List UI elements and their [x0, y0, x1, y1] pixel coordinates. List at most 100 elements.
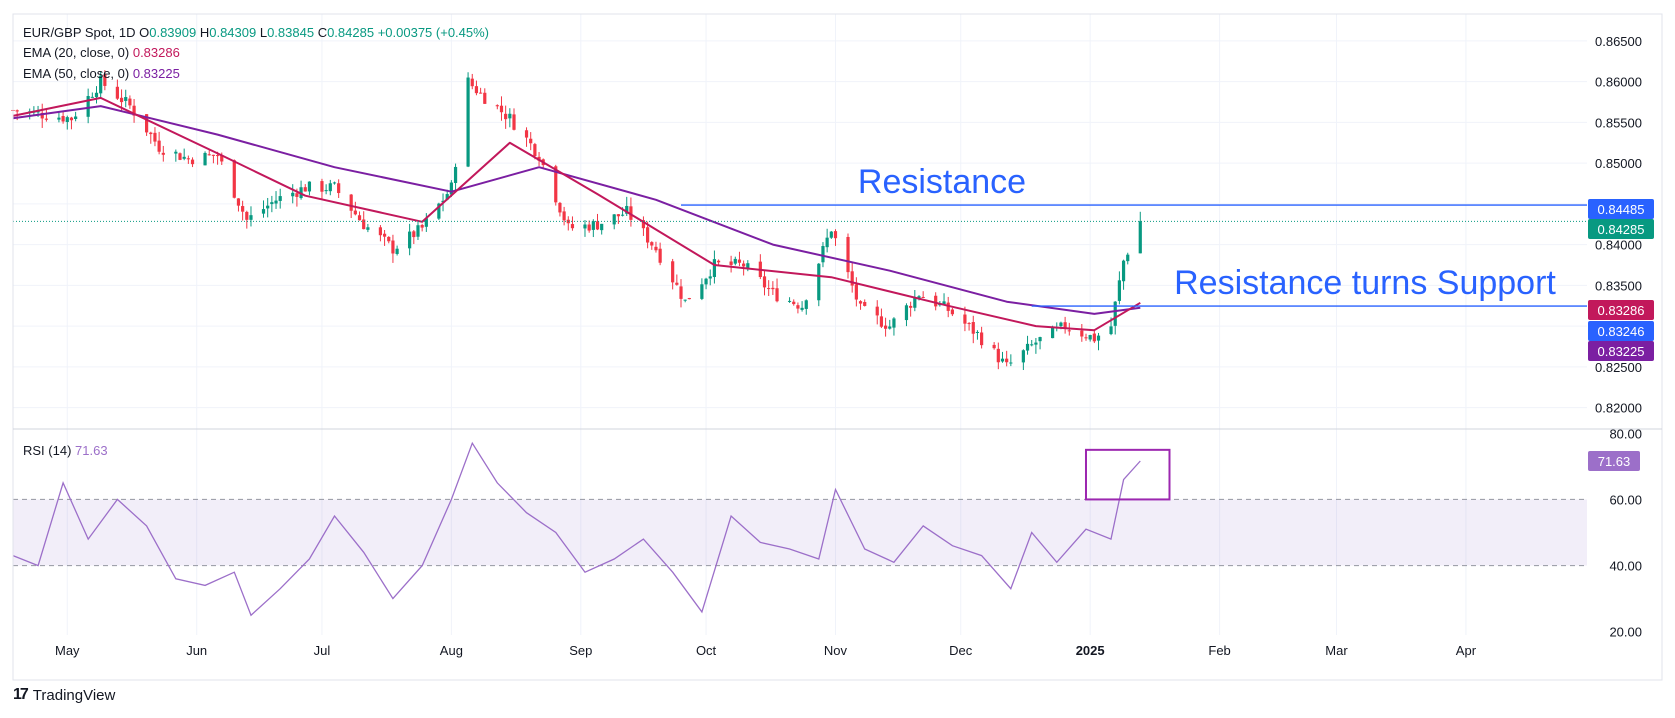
candle-body: [1059, 322, 1063, 327]
candle-body: [1113, 301, 1117, 326]
candle-body: [934, 295, 938, 307]
candle-body: [1096, 335, 1101, 341]
candle-body: [733, 258, 737, 264]
candle-body: [846, 236, 850, 273]
ema20-line: [12, 96, 1141, 332]
candle-body: [241, 206, 245, 212]
candle-body: [495, 105, 499, 107]
candle-body: [441, 200, 445, 203]
candle-body: [1009, 362, 1013, 364]
candle-body: [587, 224, 591, 231]
candle-body: [466, 77, 470, 167]
x-tick-label: Sep: [569, 643, 592, 658]
candle-body: [220, 155, 224, 162]
annotation-label: Resistance: [858, 163, 1026, 201]
rsi-value-tag: [1588, 450, 1640, 471]
ema50-legend[interactable]: EMA (50, close, 0) 0.83225: [23, 66, 180, 81]
candle-body: [324, 190, 328, 192]
candle-body: [94, 92, 99, 98]
ohlc-key-c: C: [314, 25, 328, 40]
candle-body: [909, 305, 913, 308]
candle-body: [1138, 221, 1142, 254]
candle-body: [992, 344, 996, 349]
x-tick-label: Oct: [696, 643, 717, 658]
candle-body: [921, 296, 925, 298]
rsi-highlight-box: [1084, 448, 1171, 501]
candle-body: [620, 214, 625, 216]
price-label-text: 0.84285: [1598, 222, 1645, 237]
rsi-y-tick-label: 60.00: [1609, 492, 1642, 507]
candle-body: [904, 305, 909, 321]
candle-body: [879, 316, 884, 327]
price-label-tag: [1588, 300, 1654, 320]
y-tick-label: 0.85000: [1595, 156, 1642, 171]
candle-body: [190, 159, 195, 165]
candle-body: [1109, 326, 1113, 335]
candle-body: [382, 233, 387, 237]
ema20-legend[interactable]: EMA (20, close, 0) 0.83286: [23, 45, 180, 60]
y-tick-label: 0.83500: [1595, 278, 1642, 293]
price-label-text: 0.83246: [1598, 324, 1645, 339]
candle-body: [1063, 322, 1067, 329]
axes: May Jun Jul Aug Sep Oct Nov Dec 2025 Feb Mar Apr 0.8…: [12, 13, 1663, 681]
price-label-tag: [1588, 341, 1654, 361]
candle-body: [562, 211, 566, 221]
candle-body: [817, 263, 821, 301]
candle-body: [712, 259, 717, 278]
candle-body: [90, 96, 94, 98]
candle-body: [61, 116, 65, 122]
candle-body: [65, 117, 69, 123]
candle-body: [149, 132, 153, 135]
candle-body: [307, 181, 312, 192]
candle-body: [704, 278, 708, 285]
chart-frame: [12, 13, 1663, 681]
candle-body: [445, 194, 449, 200]
y-tick-label: 0.82500: [1595, 360, 1642, 375]
candle-body: [1000, 358, 1005, 362]
candle-body: [174, 151, 178, 154]
candle-body: [420, 225, 424, 228]
candle-body: [821, 246, 825, 263]
candle-body: [207, 154, 211, 156]
tradingview-logo[interactable]: 17 TradingView: [13, 686, 115, 704]
candle-body: [675, 282, 679, 285]
y-tick-label: 0.84000: [1595, 238, 1642, 253]
candle-body: [554, 166, 558, 203]
candle-body: [232, 160, 236, 198]
candle-body: [178, 153, 182, 160]
candle-body: [612, 214, 616, 225]
candle-body: [787, 300, 792, 302]
candle-body: [74, 116, 78, 119]
candle-body: [767, 288, 771, 290]
y-tick-label: 0.86500: [1595, 34, 1642, 49]
annotation-lines: Resistance Resistance turns Support: [13, 163, 1587, 307]
price-label-tag: [1588, 199, 1654, 219]
candle-body: [858, 301, 863, 304]
candle-body: [274, 200, 278, 204]
candle-body: [86, 96, 90, 117]
rsi-legend[interactable]: RSI (14) 71.63: [23, 443, 108, 458]
candle-body: [558, 202, 562, 213]
candle-body: [453, 166, 458, 184]
candle-body: [833, 231, 838, 239]
candle-body: [804, 300, 808, 309]
header-legend: EUR/GBP Spot, 1D O0.83909 H0.84309 L0.83…: [23, 25, 489, 40]
candle-body: [654, 246, 658, 251]
ema50-value: 0.83225: [132, 66, 180, 81]
candle-body: [412, 231, 416, 238]
rsi-band-fill: [13, 499, 1587, 566]
x-tick-label: Dec: [949, 643, 973, 658]
candle-body: [762, 276, 767, 288]
candle-body: [942, 301, 946, 305]
candle-body: [395, 248, 399, 254]
candle-body: [600, 223, 604, 231]
candle-body: [215, 155, 220, 157]
candle-body: [671, 261, 675, 283]
candle-body: [950, 309, 954, 315]
candle-body: [746, 263, 750, 269]
candle-body: [1088, 335, 1092, 340]
x-tick-label: Jul: [314, 643, 331, 658]
candle-body: [825, 237, 829, 248]
candle-body: [616, 214, 620, 217]
